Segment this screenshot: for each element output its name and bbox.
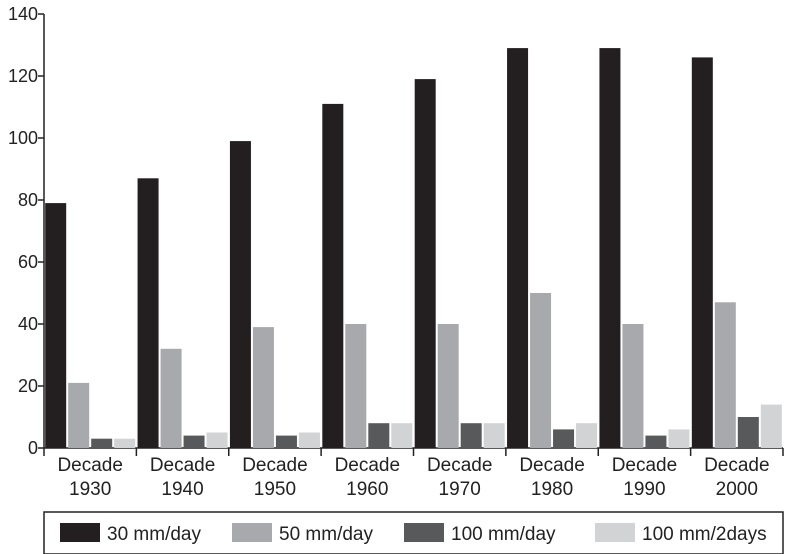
legend-swatch [595,523,635,542]
bar-100-mm-2days [206,432,228,448]
bar-50-mm-day [714,302,736,448]
bar-100-mm-day [460,423,482,448]
y-tick-label: 20 [18,376,38,396]
bar-30-mm-day [691,57,713,449]
x-category-label: Decade 1980 [519,455,585,500]
bar-50-mm-day [437,324,459,448]
bar-100-mm-day [275,435,297,448]
x-category-label: Decade 1990 [612,455,678,500]
legend-box [43,511,784,554]
x-category-label: Decade 1950 [242,455,308,500]
legend-swatch [60,523,100,542]
y-tick-label: 120 [8,66,38,86]
x-category-label: Decade 1930 [57,455,123,500]
bar-30-mm-day [414,79,436,448]
x-category-label-line: Decade [612,455,678,476]
y-tick-label: 100 [8,128,38,148]
y-tick-label: 0 [28,438,38,458]
x-category-label-line: Decade [704,455,770,476]
legend-swatch [232,523,272,542]
bar-50-mm-day [345,324,367,448]
x-category-label-line: Decade [427,455,493,476]
bar-100-mm-2days [576,423,598,448]
y-ticks: 0 20 40 60 80 100 120 140 [8,4,44,458]
x-category-label: Decade 2000 [704,455,770,500]
bar-50-mm-day [68,382,90,448]
x-category-label: Decade 1960 [335,455,401,500]
x-category-label: Decade 1970 [427,455,493,500]
y-tick-label: 80 [18,190,38,210]
y-tick-label: 60 [18,252,38,272]
bar-100-mm-2days [760,404,782,448]
bar-100-mm-2days [114,438,136,448]
y-tick-label: 40 [18,314,38,334]
bar-30-mm-day [229,141,251,448]
y-tick-label: 140 [8,4,38,24]
legend-label: 100 mm/day [451,524,556,545]
legend-label: 50 mm/day [279,524,373,545]
bar-30-mm-day [322,103,344,449]
legend: 30 mm/day 50 mm/day 100 mm/day 100 mm/2days [43,511,784,554]
bar-100-mm-2days [298,432,320,448]
x-category-label-line: 1960 [346,479,388,500]
x-category-label-line: 1940 [161,479,203,500]
bar-100-mm-day [645,435,667,448]
bar-50-mm-day [530,293,552,448]
bar-100-mm-2days [668,429,690,448]
bar-100-mm-day [368,423,390,448]
x-category-label-line: Decade [242,455,308,476]
bar-30-mm-day [137,178,159,449]
x-category-label-line: Decade [150,455,216,476]
x-category-label-line: 1980 [531,479,573,500]
bars [45,48,782,449]
bar-30-mm-day [45,203,67,448]
x-category-label-line: Decade [57,455,123,476]
x-category-label-line: 1950 [254,479,296,500]
bar-50-mm-day [622,324,644,448]
x-ticks: Decade 1930 Decade 1940 Decade 1950 Decade 1960… [43,448,784,500]
bar-100-mm-2days [391,423,413,448]
x-category-label-line: Decade [335,455,401,476]
x-category-label-line: 1970 [439,479,481,500]
bar-100-mm-day [553,429,575,448]
bar-30-mm-day [507,48,529,448]
bar-100-mm-day [183,435,205,448]
x-category-label-line: 1930 [69,479,111,500]
x-category-label-line: 1990 [623,479,665,500]
bar-100-mm-2days [483,423,505,448]
bar-50-mm-day [160,348,182,448]
x-category-label-line: 2000 [716,479,758,500]
bar-30-mm-day [599,48,621,448]
bar-50-mm-day [252,327,274,448]
bar-100-mm-day [737,417,759,448]
legend-label: 100 mm/2days [642,524,767,545]
x-category-label-line: Decade [519,455,585,476]
bar-100-mm-day [91,438,113,448]
legend-swatch [404,523,444,542]
legend-label: 30 mm/day [107,524,201,545]
x-category-label: Decade 1940 [150,455,216,500]
